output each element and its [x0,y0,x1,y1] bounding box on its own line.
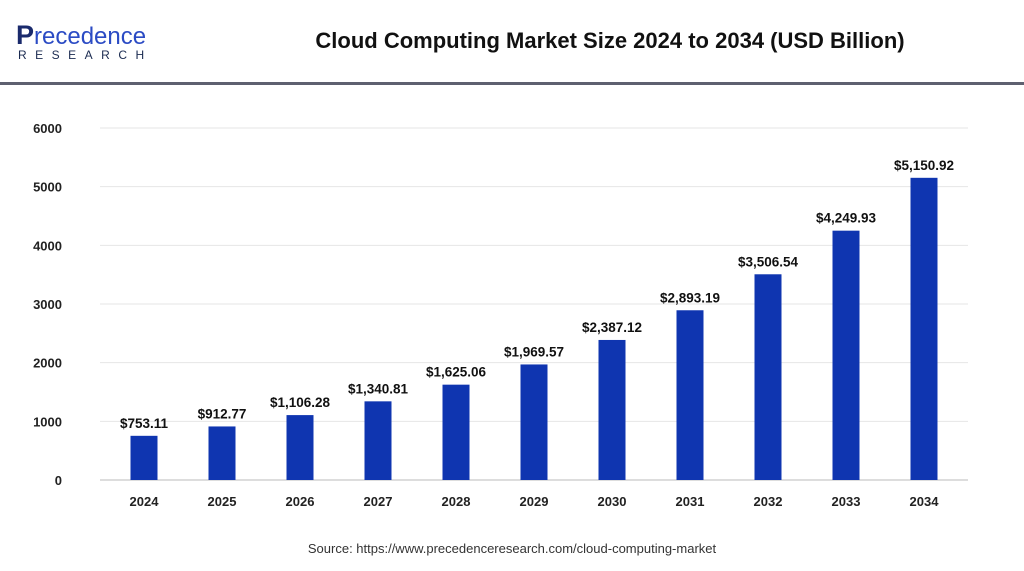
svg-text:P: P [16,20,34,50]
data-label: $1,340.81 [348,381,409,396]
precedence-research-logo: P recedence RESEARCH [16,18,176,67]
data-label: $753.11 [120,416,169,431]
data-label: $4,249.93 [816,211,877,226]
y-tick-label: 3000 [33,297,62,312]
bar-2028 [442,384,470,480]
bar-2030 [598,339,626,480]
bar-2033 [832,230,860,480]
x-tick-label: 2026 [286,494,315,509]
x-tick-label: 2027 [364,494,393,509]
y-tick-label: 5000 [33,180,62,195]
y-tick-label: 4000 [33,238,62,253]
data-label: $1,106.28 [270,395,331,410]
y-tick-label: 6000 [33,121,62,136]
data-label: $912.77 [198,406,247,421]
header-divider [0,82,1024,85]
bar-2031 [676,310,704,480]
x-tick-label: 2033 [832,494,861,509]
x-tick-label: 2029 [520,494,549,509]
y-tick-label: 0 [55,473,62,488]
x-tick-label: 2032 [754,494,783,509]
x-tick-label: 2025 [208,494,237,509]
bar-2026 [286,415,314,480]
y-tick-label: 2000 [33,356,62,371]
bar-2029 [520,364,548,480]
data-label: $2,893.19 [660,290,720,305]
x-tick-label: 2024 [130,494,160,509]
data-label: $3,506.54 [738,254,799,269]
svg-text:RESEARCH: RESEARCH [18,48,153,62]
svg-text:recedence: recedence [34,23,146,50]
bar-2032 [754,274,782,480]
chart-title: Cloud Computing Market Size 2024 to 2034… [315,28,905,53]
x-tick-label: 2028 [442,494,471,509]
bar-2034 [910,177,938,481]
bar-2025 [208,426,236,480]
bar-2027 [364,401,392,480]
x-tick-label: 2031 [676,494,705,509]
data-label: $1,969.57 [504,344,564,359]
data-label: $1,625.06 [426,365,487,380]
bar-2024 [130,435,158,480]
data-label: $2,387.12 [582,320,642,335]
x-tick-label: 2030 [598,494,627,509]
data-label: $5,150.92 [894,158,954,173]
y-tick-label: 1000 [33,414,62,429]
x-tick-label: 2034 [910,494,940,509]
source-note: Source: https://www.precedenceresearch.c… [307,541,717,556]
